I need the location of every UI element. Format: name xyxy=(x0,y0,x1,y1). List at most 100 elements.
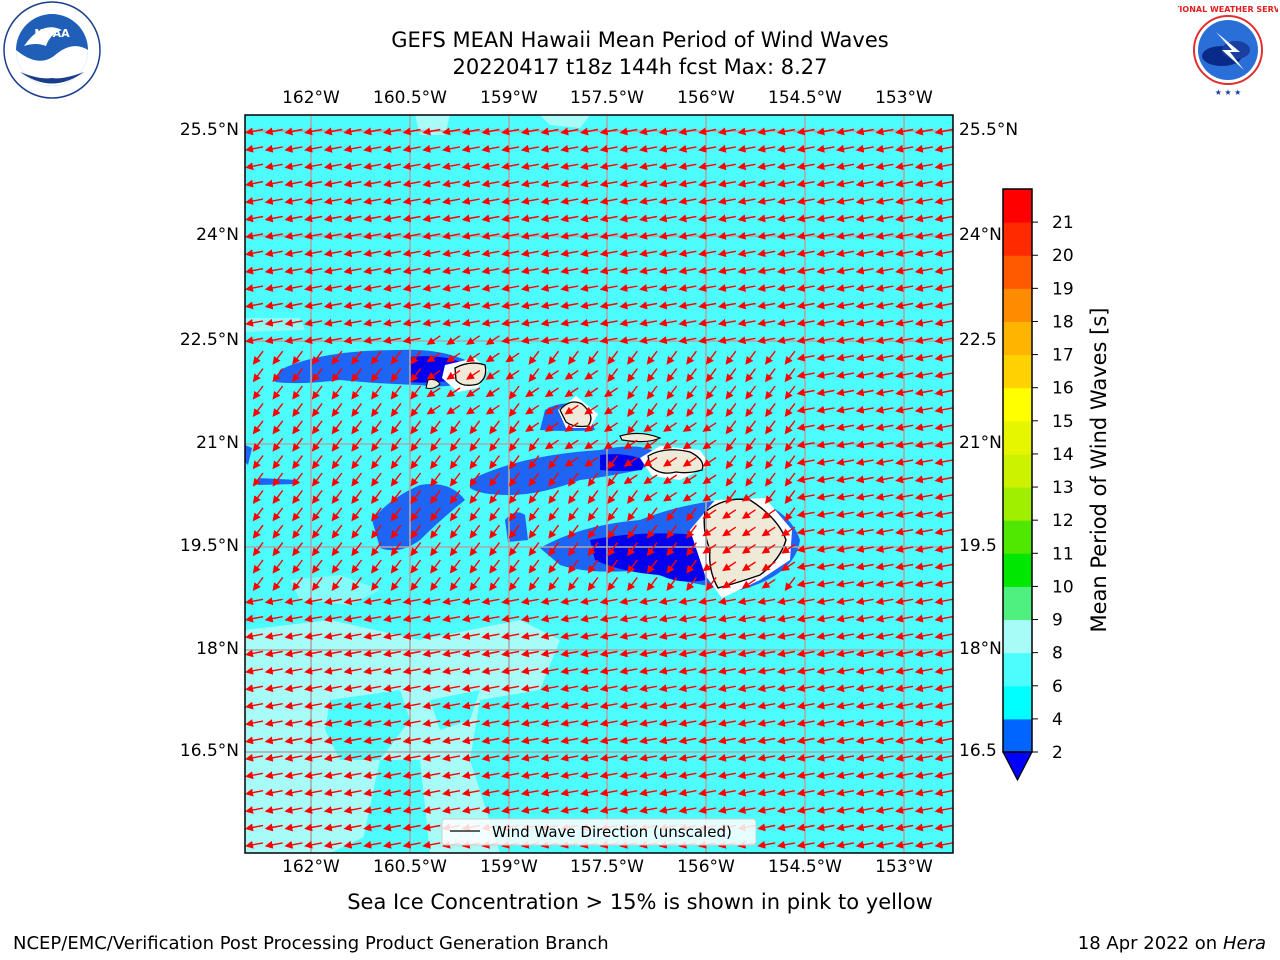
wave-direction-arrow xyxy=(875,127,894,136)
wave-direction-arrow xyxy=(489,455,500,470)
wave-direction-arrow xyxy=(461,214,480,223)
wave-direction-arrow xyxy=(446,387,461,398)
wave-direction-arrow xyxy=(508,472,520,487)
wave-direction-arrow xyxy=(272,507,284,522)
wave-direction-arrow xyxy=(461,318,480,327)
wave-direction-arrow xyxy=(560,266,579,275)
wave-direction-arrow xyxy=(643,422,658,432)
wave-direction-arrow xyxy=(663,491,678,502)
wave-direction-arrow xyxy=(639,336,658,345)
wave-direction-arrow xyxy=(895,284,914,292)
wave-direction-arrow xyxy=(292,385,303,400)
wave-direction-arrow xyxy=(855,214,874,223)
wave-direction-arrow xyxy=(725,420,737,435)
wave-direction-arrow xyxy=(371,402,382,417)
wave-direction-arrow xyxy=(702,491,717,502)
wave-direction-arrow xyxy=(489,472,500,487)
wave-direction-arrow xyxy=(382,127,402,136)
wave-direction-arrow xyxy=(816,388,835,397)
wave-direction-arrow xyxy=(252,385,264,400)
wave-direction-arrow xyxy=(816,510,835,519)
wave-direction-arrow xyxy=(599,301,618,310)
wave-direction-arrow xyxy=(717,301,736,310)
wave-direction-arrow xyxy=(836,214,855,223)
wave-direction-arrow xyxy=(717,127,736,136)
wave-direction-arrow xyxy=(520,249,539,258)
wave-direction-arrow xyxy=(855,162,874,171)
wave-direction-arrow xyxy=(449,437,461,452)
colorbar-tick-label: 11 xyxy=(1052,544,1074,564)
wave-direction-arrow xyxy=(564,422,579,432)
wave-direction-arrow xyxy=(245,266,264,275)
wave-direction-arrow xyxy=(323,179,342,188)
wave-direction-arrow xyxy=(816,492,835,501)
wave-direction-arrow xyxy=(461,266,480,275)
wave-direction-arrow xyxy=(402,144,421,153)
wave-direction-arrow xyxy=(540,197,559,205)
wave-direction-arrow xyxy=(351,385,363,400)
wave-direction-arrow xyxy=(705,368,717,383)
wave-direction-arrow xyxy=(540,162,559,171)
wave-direction-arrow xyxy=(382,249,402,258)
wave-direction-arrow xyxy=(461,162,480,171)
wave-direction-arrow xyxy=(560,318,579,327)
wave-direction-arrow xyxy=(796,127,815,136)
wave-direction-arrow xyxy=(264,318,283,327)
wave-direction-arrow xyxy=(836,266,855,275)
wave-direction-arrow xyxy=(796,197,815,205)
wave-direction-arrow xyxy=(579,301,599,310)
wave-direction-arrow xyxy=(323,214,342,223)
wave-direction-arrow xyxy=(603,439,618,450)
noaa-wordmark: NOAA xyxy=(34,27,70,40)
wave-direction-arrow xyxy=(875,284,894,292)
wave-direction-arrow xyxy=(934,301,953,310)
wave-direction-arrow xyxy=(765,455,776,470)
wave-direction-arrow xyxy=(603,404,618,415)
wave-direction-arrow xyxy=(639,197,658,205)
wave-direction-arrow xyxy=(757,318,776,327)
wave-direction-arrow xyxy=(914,301,933,310)
wave-direction-arrow xyxy=(331,489,343,504)
wave-direction-arrow xyxy=(761,509,776,519)
wave-direction-arrow xyxy=(245,144,264,153)
wave-direction-arrow xyxy=(686,385,697,400)
wave-direction-arrow xyxy=(402,318,421,327)
wave-direction-arrow xyxy=(855,249,874,258)
wave-direction-arrow xyxy=(481,318,500,327)
wave-direction-arrow xyxy=(745,402,757,417)
colorbar-segment xyxy=(1003,321,1032,356)
wave-direction-arrow xyxy=(705,402,717,417)
wave-direction-arrow xyxy=(331,455,343,470)
wave-direction-arrow xyxy=(442,144,461,153)
wave-direction-arrow xyxy=(540,249,559,258)
wave-direction-arrow xyxy=(914,318,933,327)
wave-direction-arrow xyxy=(836,249,855,258)
wave-direction-arrow xyxy=(422,144,441,153)
wave-direction-arrow xyxy=(466,404,481,415)
wave-direction-arrow xyxy=(816,301,835,310)
wave-direction-arrow xyxy=(402,249,421,258)
wave-direction-arrow xyxy=(599,214,618,223)
wave-direction-arrow xyxy=(579,336,599,345)
wave-direction-arrow xyxy=(895,197,914,205)
wave-direction-arrow xyxy=(481,284,500,292)
wave-direction-arrow xyxy=(796,336,815,345)
wave-direction-arrow xyxy=(363,284,382,292)
wave-direction-arrow xyxy=(272,385,284,400)
wave-direction-arrow xyxy=(914,405,933,414)
wave-direction-arrow xyxy=(599,249,618,258)
wave-direction-arrow xyxy=(914,214,933,223)
wave-direction-arrow xyxy=(836,127,855,136)
wave-direction-arrow xyxy=(587,350,599,365)
wave-direction-arrow xyxy=(757,266,776,275)
wave-direction-arrow xyxy=(796,388,815,397)
wave-direction-arrow xyxy=(508,402,520,417)
wave-direction-arrow xyxy=(292,455,303,470)
wave-direction-arrow xyxy=(284,179,303,188)
wave-direction-arrow xyxy=(560,127,579,136)
wave-direction-arrow xyxy=(643,474,658,485)
date-label: 18 Apr 2022 on xyxy=(1077,933,1223,954)
wave-direction-arrow xyxy=(619,179,638,188)
wave-direction-arrow xyxy=(895,318,914,327)
wave-direction-arrow xyxy=(284,301,303,310)
